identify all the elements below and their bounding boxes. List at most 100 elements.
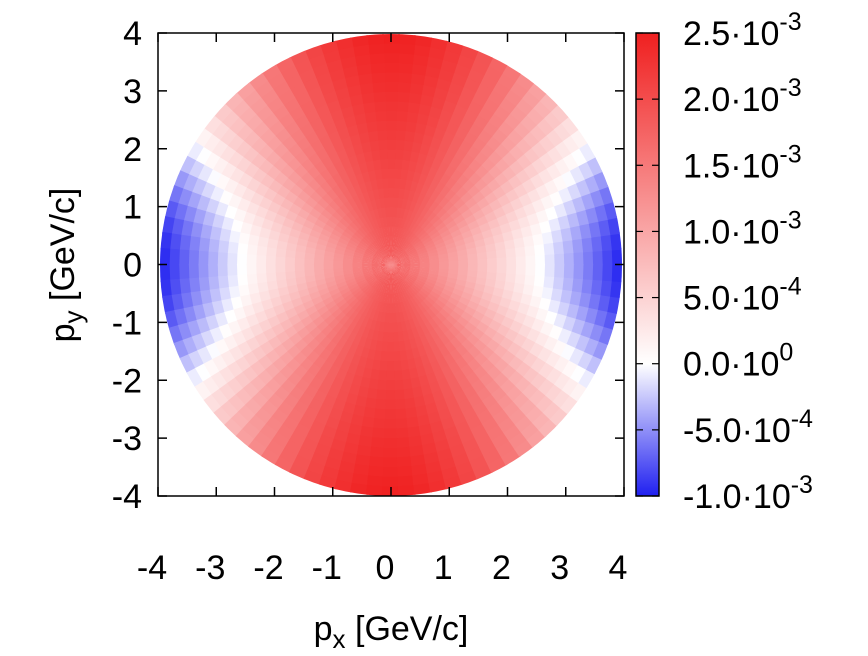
colorbar-label: 2.5·10-3 xyxy=(683,8,802,53)
heatmap-cell xyxy=(386,245,390,256)
heatmap-cell xyxy=(325,188,338,201)
heatmap-cell xyxy=(336,281,348,289)
heatmap-cell xyxy=(371,259,382,264)
y-tick-label: 3 xyxy=(123,73,142,111)
heatmap-cell xyxy=(458,223,471,234)
heatmap-cell xyxy=(211,300,225,317)
heatmap-cell xyxy=(496,264,508,274)
heatmap-cell xyxy=(520,292,533,306)
heatmap-cell xyxy=(294,251,306,260)
heatmap-cell xyxy=(372,300,380,312)
heatmap-cell xyxy=(352,184,363,196)
heatmap-cell xyxy=(332,322,344,334)
heatmap-cell xyxy=(446,204,459,216)
heatmap-cell xyxy=(402,378,414,391)
heatmap-cell xyxy=(420,300,431,312)
heatmap-cell xyxy=(552,240,565,255)
heatmap-cell xyxy=(328,304,340,316)
y-axis-label-sub: y xyxy=(58,310,88,323)
heatmap-cell xyxy=(427,272,439,279)
heatmap-cell xyxy=(425,224,436,235)
heatmap-cell xyxy=(194,381,213,402)
heatmap-cell xyxy=(400,159,410,171)
heatmap-cell xyxy=(351,233,362,243)
heatmap-cell xyxy=(448,268,459,275)
heatmap-cell xyxy=(363,111,377,123)
heatmap-cell xyxy=(360,237,371,247)
heatmap-cell xyxy=(562,238,575,254)
heatmap-cell xyxy=(458,264,469,271)
heatmap-cell xyxy=(394,148,404,160)
heatmap-cell xyxy=(427,248,438,255)
heatmap-cell xyxy=(423,221,434,232)
heatmap-cell xyxy=(378,272,386,282)
heatmap-cell xyxy=(389,303,393,314)
heatmap-cell xyxy=(400,263,411,266)
heatmap-cell xyxy=(416,228,427,239)
heatmap-cell xyxy=(369,198,378,211)
heatmap-cell xyxy=(359,239,369,249)
heatmap-cell xyxy=(292,454,313,472)
heatmap-cell xyxy=(342,264,353,269)
heatmap-cell xyxy=(383,257,391,265)
heatmap-cell xyxy=(356,192,367,205)
heatmap-cell xyxy=(409,256,420,262)
heatmap-cell xyxy=(337,237,349,246)
heatmap-cell xyxy=(439,228,452,239)
heatmap-cell xyxy=(410,454,427,467)
heatmap-cell xyxy=(579,222,592,239)
heatmap-cell xyxy=(438,264,450,270)
heatmap-cell xyxy=(201,302,216,319)
heatmap-cell xyxy=(371,264,382,267)
heatmap-cell xyxy=(394,302,400,314)
heatmap-cell xyxy=(425,114,440,128)
heatmap-cell xyxy=(367,465,385,478)
heatmap-cell xyxy=(422,285,433,294)
heatmap-cell xyxy=(404,319,413,332)
heatmap-cell xyxy=(362,367,374,380)
heatmap-cell xyxy=(308,310,322,323)
heatmap-cell xyxy=(348,383,362,397)
heatmap-cell xyxy=(581,235,594,253)
heatmap-cell xyxy=(386,148,396,160)
heatmap-cell xyxy=(207,264,219,279)
heatmap-cell xyxy=(339,233,351,243)
heatmap-cell xyxy=(397,271,407,279)
heatmap-cell xyxy=(588,220,602,238)
x-axis-label-unit: [GeV/c] xyxy=(346,610,469,648)
heatmap-cell xyxy=(314,443,333,459)
heatmap-cell xyxy=(419,184,430,196)
heatmap-cell xyxy=(388,245,391,256)
heatmap-cell xyxy=(192,304,207,322)
heatmap-cell xyxy=(575,208,590,226)
heatmap-cell xyxy=(325,219,337,230)
colorbar-label: 1.5·10-3 xyxy=(683,140,802,185)
heatmap-cell xyxy=(371,267,382,272)
heatmap-cell xyxy=(408,318,417,330)
heatmap-cell xyxy=(395,110,408,122)
heatmap-cell xyxy=(443,237,455,246)
heatmap-cell xyxy=(331,344,344,358)
heatmap-cell xyxy=(550,287,564,302)
heatmap-cell xyxy=(253,431,274,450)
heatmap-cell xyxy=(386,255,391,265)
heatmap-cell xyxy=(371,81,386,93)
heatmap-cell xyxy=(394,235,399,247)
heatmap-cell xyxy=(407,426,422,438)
heatmap-cell xyxy=(438,172,451,186)
heatmap-cell xyxy=(194,146,212,167)
heatmap-cell xyxy=(407,249,418,257)
heatmap-cell xyxy=(449,310,462,322)
heatmap-cell xyxy=(371,229,379,241)
heatmap-cell xyxy=(358,214,368,226)
x-tick-label: 1 xyxy=(434,549,453,587)
heatmap-cell xyxy=(437,248,449,256)
heatmap-cell xyxy=(288,463,309,481)
heatmap-cell xyxy=(411,283,422,293)
heatmap-cell xyxy=(402,241,411,251)
heatmap-cell xyxy=(397,292,404,303)
heatmap-cell xyxy=(376,271,385,280)
heatmap-cell xyxy=(457,269,469,277)
heatmap-cell xyxy=(465,446,485,463)
heatmap-cell xyxy=(418,289,429,299)
